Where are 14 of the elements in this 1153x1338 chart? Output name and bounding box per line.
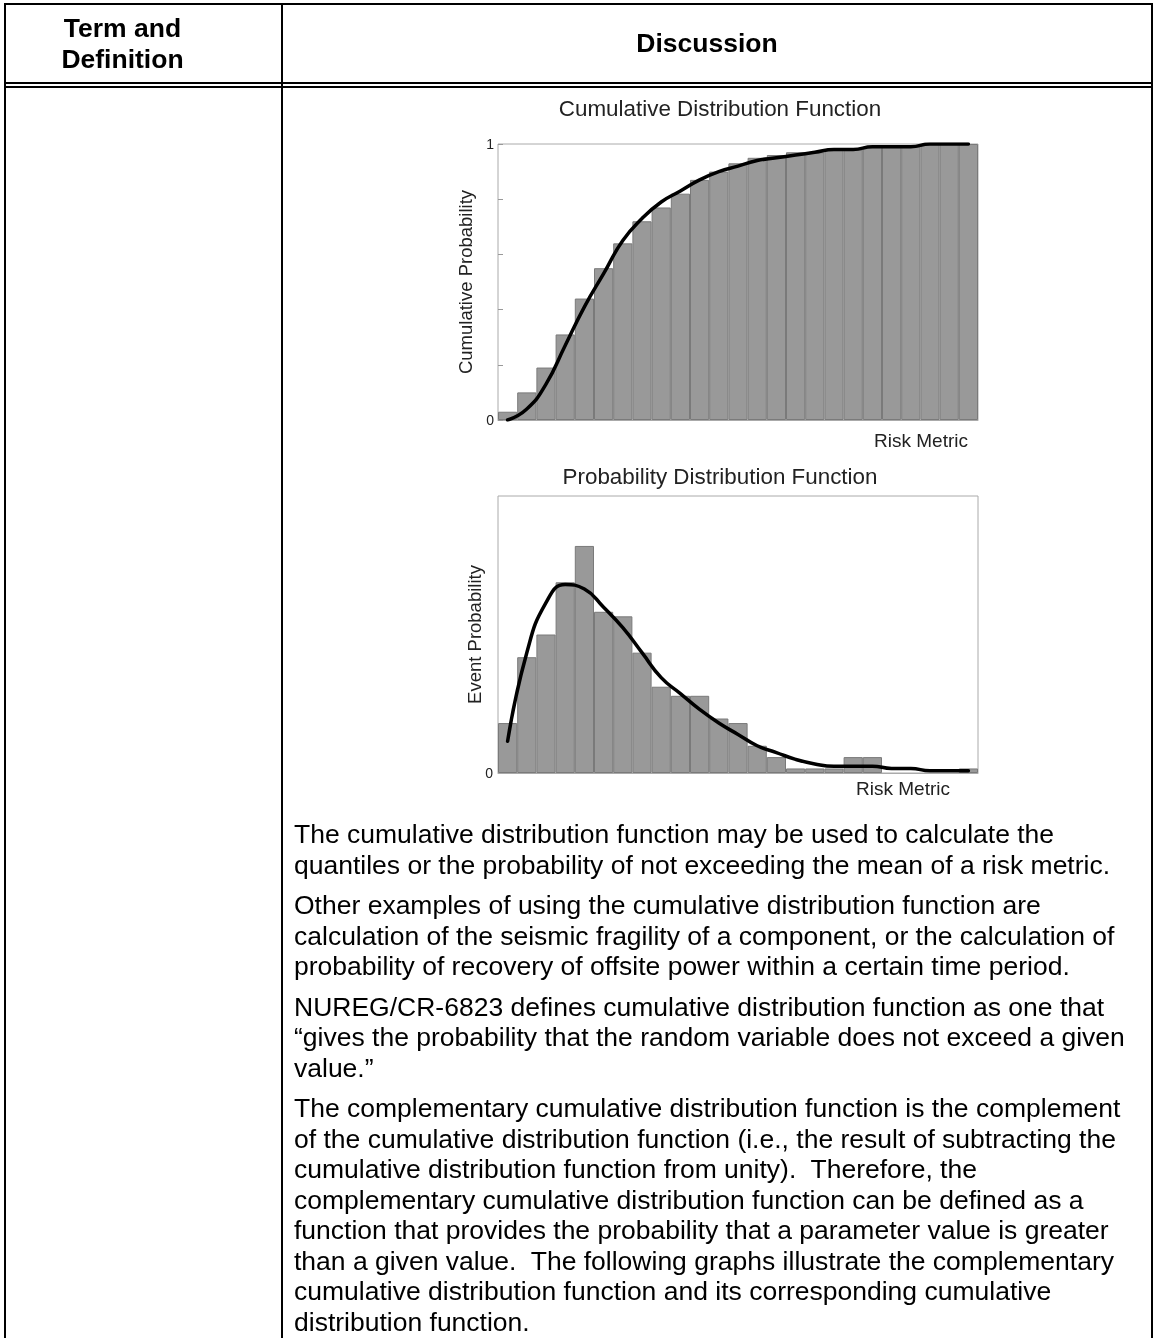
- text: Other examples of using the cumulative distribution function are calculation of the seismic fragility of a component, or the calculation of probability of recovery of offsite power within a certain time period.: [294, 890, 1116, 982]
- x-axis-title: Risk Metric: [874, 430, 968, 451]
- chart-title: Cumulative Distribution Function: [558, 95, 882, 121]
- text: Term and Definition: [60, 12, 185, 75]
- line-series: [505, 142, 971, 422]
- x-axis-title: Risk Metric: [856, 778, 950, 799]
- text: The complementary cumulative distribution function is the complement of the cumulative distribution function (i.e., the result of subtracting the cumulative distribution function from unity). Therefore, the complementary cumulative distribution function can be defined as a function that provides the probability that a parameter value is greater than a given value. The following graphs illustrate the complementary cumulative distribution function and its corresponding cumulative distribution function.: [294, 1093, 1122, 1337]
- text: The cumulative distribution function may be used to calculate the quantiles or the probability of not exceeding the mean of a risk metric.: [294, 819, 1112, 880]
- text: NUREG/CR-6823 defines cumulative distribution function as one that “gives the probability that the random variable does not exceed a given value.”: [294, 991, 1126, 1083]
- text: Discussion: [636, 28, 778, 59]
- y-axis-title: Event Probability: [464, 564, 485, 704]
- chart-title: Probability Distribution Function: [562, 463, 878, 489]
- y-axis-title: Cumulative Probability: [455, 189, 477, 375]
- y-tick-label: 1: [486, 136, 495, 152]
